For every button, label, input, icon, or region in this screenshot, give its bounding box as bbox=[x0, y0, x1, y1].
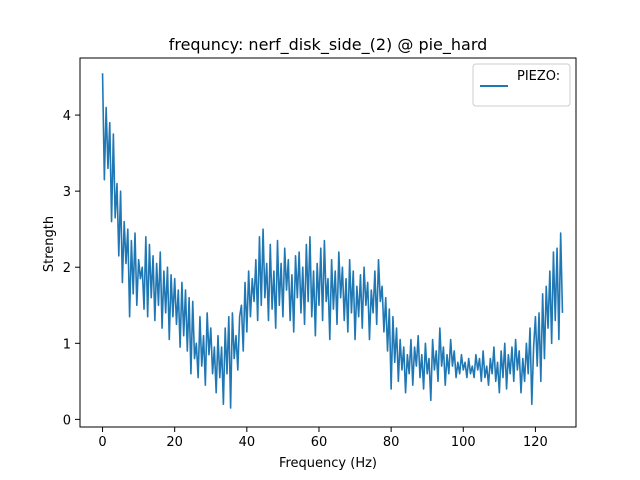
y-tick-label: 1 bbox=[63, 337, 71, 352]
x-tick-label: 100 bbox=[451, 435, 476, 450]
x-axis-label: Frequency (Hz) bbox=[279, 456, 377, 471]
x-tick-label: 60 bbox=[311, 435, 328, 450]
x-tick-label: 40 bbox=[239, 435, 256, 450]
x-tick-label: 20 bbox=[166, 435, 183, 450]
y-axis: 0 1 2 3 4 bbox=[63, 109, 80, 428]
y-tick-label: 4 bbox=[63, 109, 71, 124]
y-tick-label: 2 bbox=[63, 261, 71, 276]
series-line-piezo bbox=[101, 73, 564, 409]
x-tick-label: 80 bbox=[383, 435, 400, 450]
y-tick-label: 3 bbox=[63, 185, 71, 200]
legend-label-piezo: PIEZO: bbox=[517, 69, 560, 84]
x-tick-label: 0 bbox=[98, 435, 106, 450]
legend-box bbox=[472, 63, 571, 107]
x-axis: 0 20 40 60 80 100 120 bbox=[98, 427, 548, 450]
chart-title: frequncy: nerf_disk_side_(2) @ pie_hard bbox=[169, 35, 488, 55]
plot-area bbox=[101, 73, 564, 409]
y-axis-label: Strength bbox=[42, 216, 57, 272]
y-tick-label: 0 bbox=[63, 413, 71, 428]
x-tick-label: 120 bbox=[523, 435, 548, 450]
plot-frame bbox=[79, 57, 577, 428]
legend: PIEZO: bbox=[472, 63, 571, 107]
